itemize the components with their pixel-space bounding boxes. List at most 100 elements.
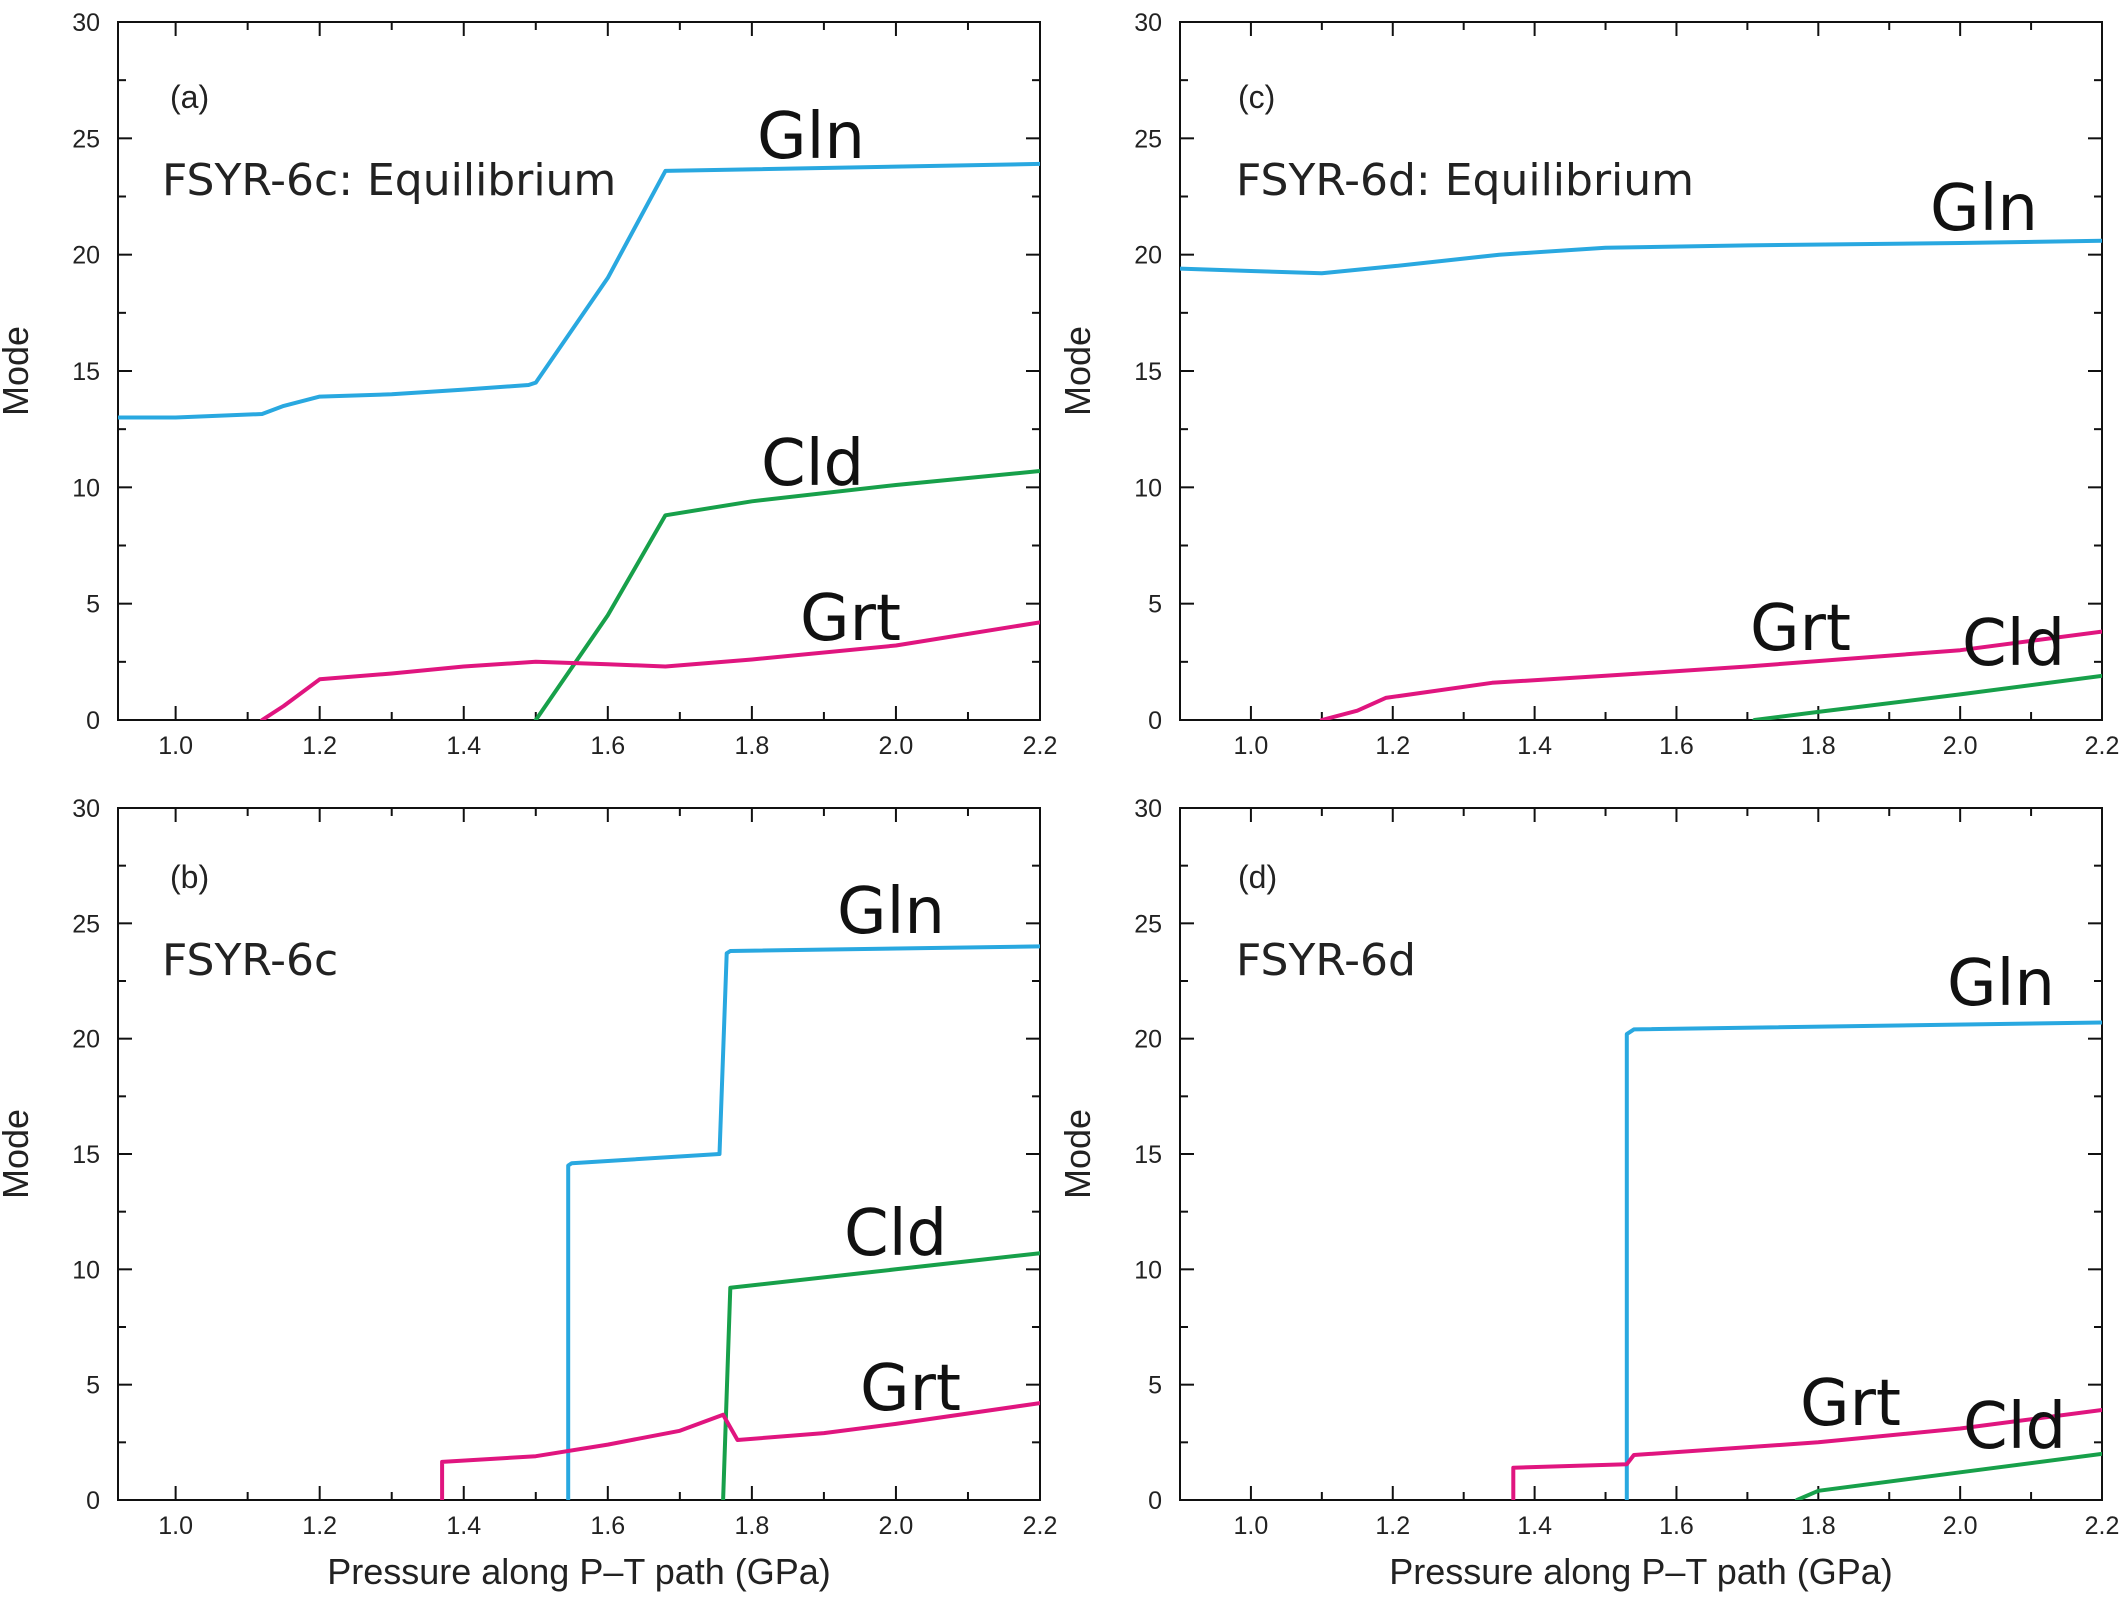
y-tick-label: 10 [72,1256,100,1284]
y-tick-label: 20 [72,1026,100,1054]
y-tick-label: 20 [1134,242,1162,270]
series-label-cld: Cld [1963,1390,2066,1464]
y-tick-label: 0 [1148,1487,1162,1515]
x-tick-label: 1.2 [1375,1512,1410,1540]
panel-c: 1.0 1.2 1.4 1.6 1.8 2.0 2.2 0 5 10 15 20 25 30 Mode (c)… [1057,9,2119,760]
y-tick-label: 10 [1134,474,1162,502]
y-axis-title: Mode [1057,326,1098,416]
series-label-gln: Gln [837,875,945,949]
y-tick-label: 15 [1134,358,1162,386]
y-tick-label: 15 [1134,1141,1162,1169]
series-line-grt [1511,1408,2102,1500]
x-tick-label: 2.0 [879,1512,914,1540]
series-line-grt [1319,629,2102,720]
y-tick-label: 30 [1134,795,1162,823]
series-label-gln: Gln [1930,172,2038,246]
y-tick-label: 20 [1134,1026,1162,1054]
x-tick-label: 1.4 [1517,732,1552,760]
series-label-gln: Gln [757,100,865,174]
series-line-cld [721,1251,1040,1500]
x-tick-label: 2.2 [1023,1512,1058,1540]
x-tick-label: 1.6 [590,1512,625,1540]
panel-tag: (a) [170,79,209,115]
x-tick-label: 1.8 [734,1512,769,1540]
x-tick-label: 2.0 [879,732,914,760]
y-tick-label: 5 [86,1372,100,1400]
panel-title: FSYR-6c [162,935,338,986]
x-tick-label: 1.6 [590,732,625,760]
x-tick-label: 1.2 [302,1512,337,1540]
panel-d: 1.0 1.2 1.4 1.6 1.8 2.0 2.2 0 5 10 15 20 25 30 Mode Pre… [1057,795,2119,1592]
x-tick-label: 1.0 [1234,732,1269,760]
panel-title: FSYR-6c: Equilibrium [162,155,616,206]
y-tick-label: 5 [86,591,100,619]
x-tick-label: 2.0 [1943,732,1978,760]
plot-frame [117,21,1041,721]
x-tick-label: 1.2 [1375,732,1410,760]
y-tick-label: 10 [72,474,100,502]
panel-tag: (c) [1238,79,1275,115]
series-line-gln [566,944,1040,1500]
y-tick-label: 30 [72,9,100,37]
panel-title: FSYR-6d: Equilibrium [1236,155,1694,206]
series-label-grt: Grt [1800,1367,1901,1441]
panel-title: FSYR-6d [1236,935,1416,986]
series-label-gln: Gln [1947,947,2055,1021]
series-label-cld: Cld [844,1197,947,1271]
y-axis-title: Mode [0,1109,36,1199]
x-tick-label: 1.0 [1234,1512,1269,1540]
y-tick-label: 25 [72,910,100,938]
y-tick-label: 30 [1134,9,1162,37]
y-tick-label: 5 [1148,591,1162,619]
y-axis-title: Mode [1057,1109,1098,1199]
y-tick-label: 0 [1148,707,1162,735]
series-line-grt [260,620,1040,720]
x-axis-title: Pressure along P–T path (GPa) [1389,1551,1893,1592]
x-tick-label: 2.2 [1023,732,1058,760]
x-tick-label: 2.2 [2085,732,2120,760]
x-tick-label: 1.6 [1659,1512,1694,1540]
series-line-grt [440,1401,1040,1500]
series-line-cld [1795,1451,2102,1500]
panel-tag: (d) [1238,859,1277,895]
x-tick-label: 1.4 [446,1512,481,1540]
series-line-gln [118,161,1040,420]
y-tick-label: 25 [1134,125,1162,153]
series-line-gln [1624,1020,2102,1500]
series-line-cld [533,469,1040,720]
y-tick-label: 30 [72,795,100,823]
y-axis-title: Mode [0,326,36,416]
series-label-grt: Grt [860,1352,961,1426]
series-label-grt: Grt [1750,592,1851,666]
y-tick-label: 15 [72,358,100,386]
y-tick-label: 5 [1148,1372,1162,1400]
x-tick-label: 1.6 [1659,732,1694,760]
series-line-cld [1752,673,2102,720]
y-tick-label: 25 [1134,910,1162,938]
y-tick-label: 10 [1134,1256,1162,1284]
panel-tag: (b) [170,859,209,895]
x-tick-label: 1.0 [158,1512,193,1540]
x-tick-label: 2.0 [1943,1512,1978,1540]
x-axis-title: Pressure along P–T path (GPa) [327,1551,831,1592]
y-tick-label: 25 [72,125,100,153]
x-tick-label: 1.4 [446,732,481,760]
x-tick-label: 1.8 [1801,1512,1836,1540]
y-tick-label: 20 [72,242,100,270]
y-tick-label: 0 [86,707,100,735]
panel-b: 1.0 1.2 1.4 1.6 1.8 2.0 2.2 0 5 10 15 20 25 30 Mode Pre… [0,795,1057,1592]
panel-a: 1.0 1.2 1.4 1.6 1.8 2.0 2.2 0 5 10 15 20 25 30 Mode (a)… [0,9,1057,760]
y-tick-label: 0 [86,1487,100,1515]
x-tick-label: 1.4 [1517,1512,1552,1540]
y-tick-label: 15 [72,1141,100,1169]
x-tick-label: 2.2 [2085,1512,2120,1540]
x-tick-label: 1.2 [302,732,337,760]
x-tick-label: 1.8 [1801,732,1836,760]
series-label-grt: Grt [800,582,901,656]
series-line-gln [1180,238,2102,276]
series-label-cld: Cld [1962,607,2065,681]
x-tick-label: 1.0 [158,732,193,760]
series-label-cld: Cld [761,427,864,501]
x-tick-label: 1.8 [734,732,769,760]
